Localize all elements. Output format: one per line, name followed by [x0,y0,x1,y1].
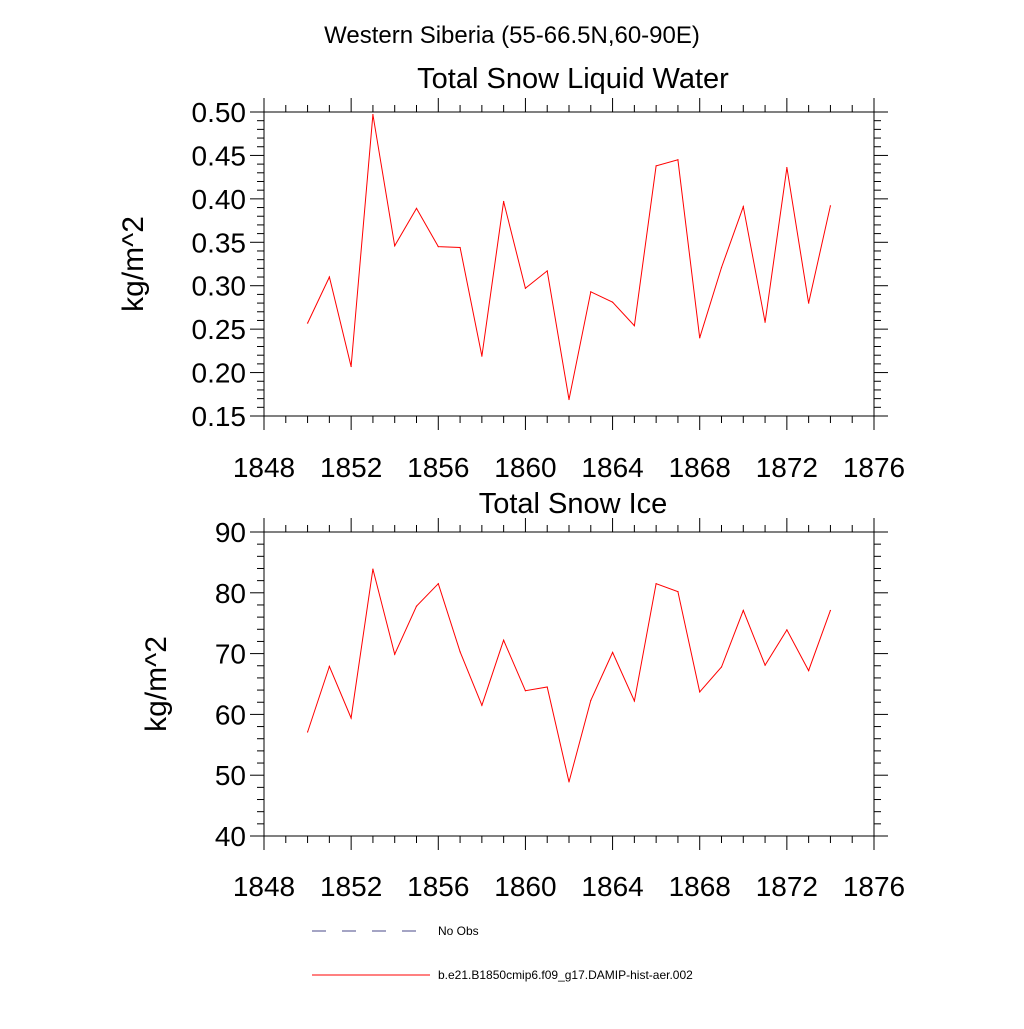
data-point [372,568,374,570]
x-tick-label: 1876 [843,871,905,902]
data-point [524,690,527,692]
y-tick-label: 50 [215,760,246,791]
data-point [481,704,483,706]
data-point [611,651,614,653]
x-tick-label: 1860 [494,452,556,483]
data-point [808,302,810,304]
data-point [503,200,505,203]
data-point [306,322,309,324]
x-tick-label: 1852 [320,871,382,902]
data-point [503,639,505,641]
data-point [655,583,657,585]
data-point [720,266,723,269]
y-tick-label: 60 [215,699,246,730]
data-point [742,609,744,612]
x-tick-label: 1856 [407,871,469,902]
data-point [720,666,723,668]
data-point [742,206,744,208]
y-tick-label: 0.50 [192,97,247,128]
data-point [808,670,810,672]
data-point [394,653,396,655]
x-tick-label: 1856 [407,452,469,483]
data-point [764,664,766,666]
data-point [328,276,330,278]
data-point [764,321,766,323]
plot-frame [263,111,875,417]
x-tick-label: 1864 [581,452,643,483]
figure-title: Western Siberia (55-66.5N,60-90E) [324,22,700,49]
data-point [590,291,592,293]
data-point [568,781,570,783]
data-point [415,207,418,210]
data-point [350,365,352,368]
data-point [459,246,461,249]
x-tick-label: 1872 [756,452,818,483]
x-tick-label: 1852 [320,452,382,483]
y-axis-label: kg/m^2 [140,636,173,732]
data-point [677,590,679,593]
panel-title: Total Snow Ice [479,488,668,520]
y-tick-label: 40 [215,821,246,852]
data-point [568,398,570,401]
y-tick-label: 0.20 [192,358,247,389]
y-axis-label: kg/m^2 [117,216,150,312]
series-line [307,568,831,783]
x-tick-label: 1864 [581,871,643,902]
data-point [437,583,439,585]
panel-title: Total Snow Liquid Water [417,63,729,95]
data-point [786,629,788,631]
chart-panels: Total Snow Liquid Water 1848 1852 1856 1860 1… [117,63,905,902]
data-point [786,166,788,169]
y-tick-label: 70 [215,639,246,670]
data-point [611,301,614,303]
data-point [437,246,439,248]
x-tick-label: 1868 [669,871,731,902]
y-tick-label: 80 [215,578,246,609]
data-point [829,205,832,207]
data-point [655,165,657,167]
data-point [633,325,635,327]
x-tick-label: 1868 [669,452,731,483]
x-tick-label: 1848 [233,452,295,483]
data-point [394,245,396,247]
data-point [677,159,679,161]
data-point [633,700,635,702]
data-point [481,355,483,357]
y-tick-label: 0.35 [192,227,247,258]
data-point [372,114,374,116]
chart-panel-1: Total Snow Liquid Water 1848 1852 1856 1860 1… [117,63,905,483]
data-point [524,287,527,289]
y-tick-label: 0.40 [192,184,247,215]
y-tick-label: 0.25 [192,314,247,345]
legend-label-model: b.e21.B1850cmip6.f09_g17.DAMIP-hist-aer.… [438,968,693,982]
data-point [415,605,418,607]
data-point [328,665,330,667]
plot-frame [263,531,875,837]
data-point [459,651,461,653]
x-tick-label: 1848 [233,871,295,902]
data-point [699,691,701,693]
y-tick-label: 0.45 [192,140,247,171]
x-tick-label: 1872 [756,871,818,902]
y-tick-label: 0.15 [192,401,247,432]
legend-label-no-obs: No Obs [438,924,479,938]
y-tick-label: 90 [215,517,246,548]
legend: No Obs b.e21.B1850cmip6.f09_g17.DAMIP-hi… [312,924,693,982]
data-point [699,337,701,339]
y-tick-label: 0.30 [192,271,247,302]
data-point [306,731,309,733]
data-point [546,270,548,272]
x-tick-label: 1860 [494,871,556,902]
data-point [590,699,592,702]
x-tick-label: 1876 [843,452,905,483]
chart-panel-2: Total Snow Ice 1848 1852 1856 1860 1864 1868 18… [140,488,905,902]
data-point [350,717,352,719]
data-point [546,686,548,688]
series-line [307,114,831,400]
data-point [829,609,832,612]
